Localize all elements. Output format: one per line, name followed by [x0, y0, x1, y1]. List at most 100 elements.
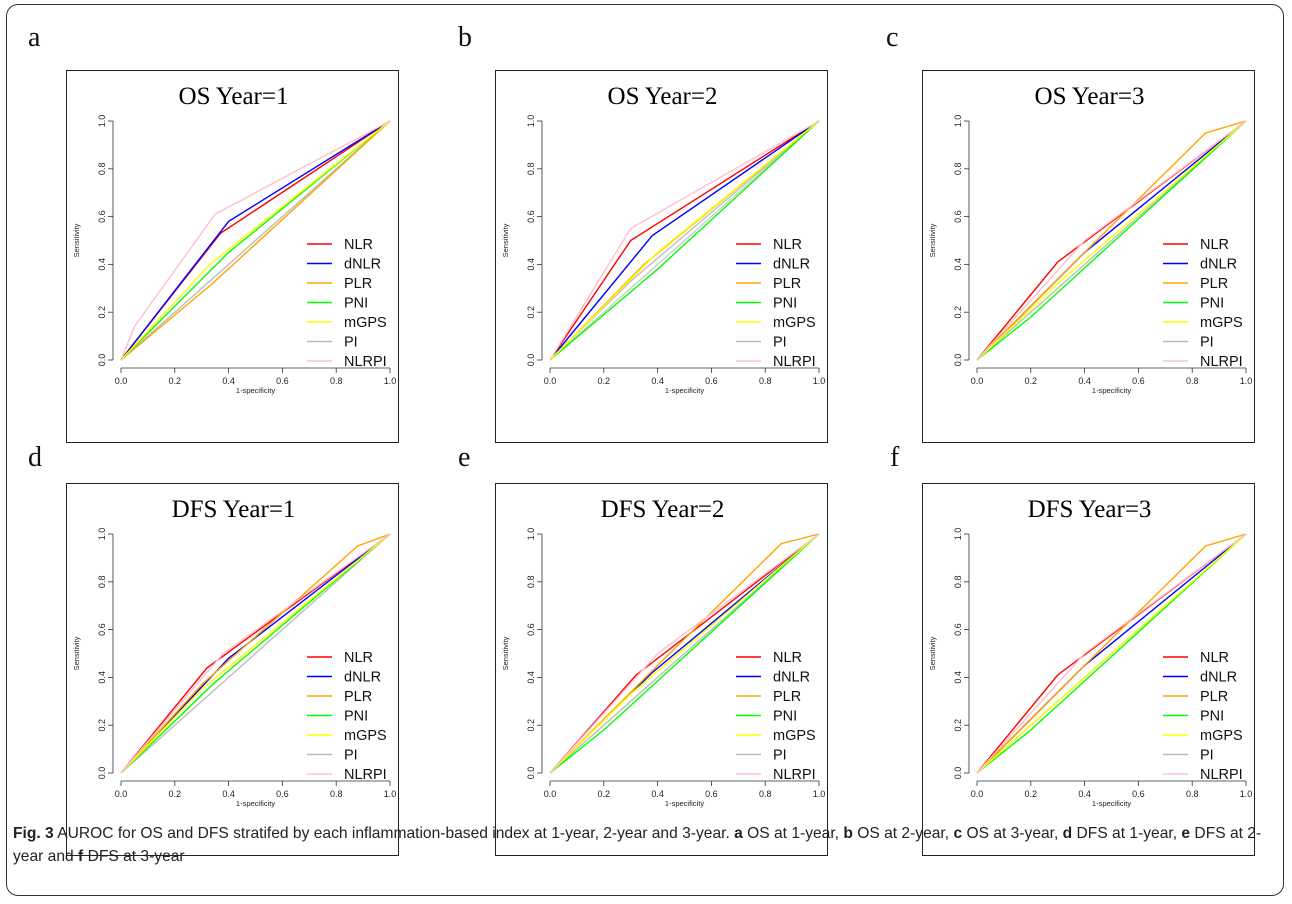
x-tick-label: 0.8: [1186, 376, 1199, 386]
chart-title: OS Year=2: [608, 83, 718, 110]
x-tick-label: 0.0: [544, 789, 557, 799]
y-tick-label: 0.2: [526, 306, 536, 319]
legend-label-mgps: mGPS: [1200, 728, 1243, 744]
legend-label-pi: PI: [1200, 748, 1214, 764]
roc-line-nlr: [120, 533, 391, 774]
x-tick-label: 0.6: [1132, 376, 1145, 386]
y-tick-label: 0.6: [526, 210, 536, 223]
chart-title: DFS Year=1: [172, 496, 296, 523]
legend-label-pi: PI: [344, 335, 358, 351]
legend-label-plr: PLR: [773, 689, 801, 705]
legend-label-pi: PI: [773, 335, 787, 351]
legend-label-nlr: NLR: [773, 650, 802, 666]
legend-label-dnlr: dNLR: [773, 257, 810, 273]
roc-line-nlrpi: [549, 120, 820, 361]
roc-line-nlrpi: [976, 533, 1247, 774]
x-axis-label: 1-specificity: [236, 386, 275, 395]
legend-label-dnlr: dNLR: [1200, 257, 1237, 273]
roc-line-pni: [976, 533, 1247, 774]
y-tick-label: 0.2: [953, 719, 963, 732]
y-tick-label: 0.2: [953, 306, 963, 319]
roc-panel-e: DFS Year=2 0.0 0.2 0.4 0.6 0.8 1.0 0.0 0.2 0.4 0.6…: [495, 483, 828, 856]
roc-line-mgps: [549, 120, 820, 361]
legend-label-mgps: mGPS: [773, 728, 816, 744]
y-axis-label: Sensitivity: [928, 223, 937, 257]
roc-line-mgps: [120, 533, 391, 774]
legend-label-pni: PNI: [773, 296, 797, 312]
legend-label-pi: PI: [1200, 335, 1214, 351]
y-tick-label: 0.2: [97, 719, 107, 732]
chart-title: DFS Year=2: [601, 496, 725, 523]
x-tick-label: 0.8: [330, 376, 343, 386]
roc-line-pni: [976, 120, 1247, 361]
legend-label-plr: PLR: [773, 276, 801, 292]
y-tick-label: 0.8: [953, 163, 963, 176]
roc-line-pni: [549, 120, 820, 361]
x-tick-label: 0.0: [971, 789, 984, 799]
x-tick-label: 0.6: [705, 789, 718, 799]
y-tick-label: 0.6: [97, 210, 107, 223]
roc-line-pi: [549, 533, 820, 774]
y-tick-label: 0.8: [526, 163, 536, 176]
caption-part-letter: d: [1062, 825, 1073, 842]
legend-label-plr: PLR: [1200, 689, 1228, 705]
reference-diagonal: [549, 120, 820, 361]
roc-line-pi: [120, 533, 391, 774]
roc-line-pni: [549, 533, 820, 774]
legend-label-nlr: NLR: [773, 237, 802, 253]
caption-part-letter: a: [734, 825, 743, 842]
y-tick-label: 0.0: [97, 767, 107, 780]
panel-letter-f: f: [890, 442, 900, 473]
legend-label-pni: PNI: [1200, 709, 1224, 725]
x-tick-label: 0.0: [971, 376, 984, 386]
legend-label-pi: PI: [344, 748, 358, 764]
x-axis-label: 1-specificity: [236, 799, 275, 808]
legend-label-nlrpi: NLRPI: [773, 354, 816, 370]
caption-part-text: OS at 1-year,: [742, 825, 844, 842]
x-axis-label: 1-specificity: [1092, 799, 1131, 808]
caption-part-letter: e: [1181, 825, 1191, 842]
caption-part-letter: b: [843, 825, 853, 842]
y-tick-label: 0.8: [953, 576, 963, 589]
x-tick-label: 1.0: [384, 376, 397, 386]
chart-title: OS Year=1: [179, 83, 289, 110]
roc-chart-svg: OS Year=1 0.0 0.2 0.4 0.6 0.8 1.0 0.0 0.2 0.4 0.6 0…: [72, 83, 397, 395]
roc-line-mgps: [976, 120, 1247, 361]
legend-label-pni: PNI: [344, 296, 368, 312]
y-axis-label: Sensitivity: [928, 636, 937, 670]
caption-part-text: DFS at 2-year and: [13, 825, 1262, 865]
x-tick-label: 0.4: [1078, 789, 1091, 799]
x-tick-label: 0.4: [222, 789, 235, 799]
x-tick-label: 0.2: [598, 376, 611, 386]
legend-label-dnlr: dNLR: [344, 670, 381, 686]
y-axis-label: Sensitivity: [501, 636, 510, 670]
legend-label-nlrpi: NLRPI: [773, 767, 816, 783]
x-tick-label: 0.4: [651, 376, 664, 386]
legend-label-nlr: NLR: [344, 237, 373, 253]
legend-label-nlrpi: NLRPI: [344, 767, 387, 783]
caption-label: Fig. 3: [13, 825, 54, 842]
legend-label-plr: PLR: [1200, 276, 1228, 292]
x-tick-label: 0.8: [759, 376, 772, 386]
x-tick-label: 0.6: [276, 789, 289, 799]
y-tick-label: 1.0: [526, 528, 536, 541]
roc-line-nlrpi: [120, 120, 391, 361]
legend-label-nlr: NLR: [1200, 650, 1229, 666]
caption-text: AUROC for OS and DFS stratifed by each i…: [53, 825, 735, 842]
x-tick-label: 0.6: [705, 376, 718, 386]
legend-label-mgps: mGPS: [344, 728, 387, 744]
chart-title: DFS Year=3: [1028, 496, 1152, 523]
y-tick-label: 0.6: [953, 623, 963, 636]
x-tick-label: 0.4: [651, 789, 664, 799]
legend-label-nlrpi: NLRPI: [1200, 767, 1243, 783]
roc-line-pi: [120, 120, 391, 361]
legend-label-dnlr: dNLR: [1200, 670, 1237, 686]
caption-part-text: DFS at 3-year: [83, 848, 185, 865]
chart-title: OS Year=3: [1035, 83, 1145, 110]
legend-label-dnlr: dNLR: [773, 670, 810, 686]
roc-line-dnlr: [120, 120, 391, 361]
roc-line-nlrpi: [120, 533, 391, 774]
x-tick-label: 0.8: [1186, 789, 1199, 799]
roc-panel-b: OS Year=2 0.0 0.2 0.4 0.6 0.8 1.0 0.0 0.2 0.4 0.6 0…: [495, 70, 828, 443]
y-tick-label: 0.4: [97, 671, 107, 684]
